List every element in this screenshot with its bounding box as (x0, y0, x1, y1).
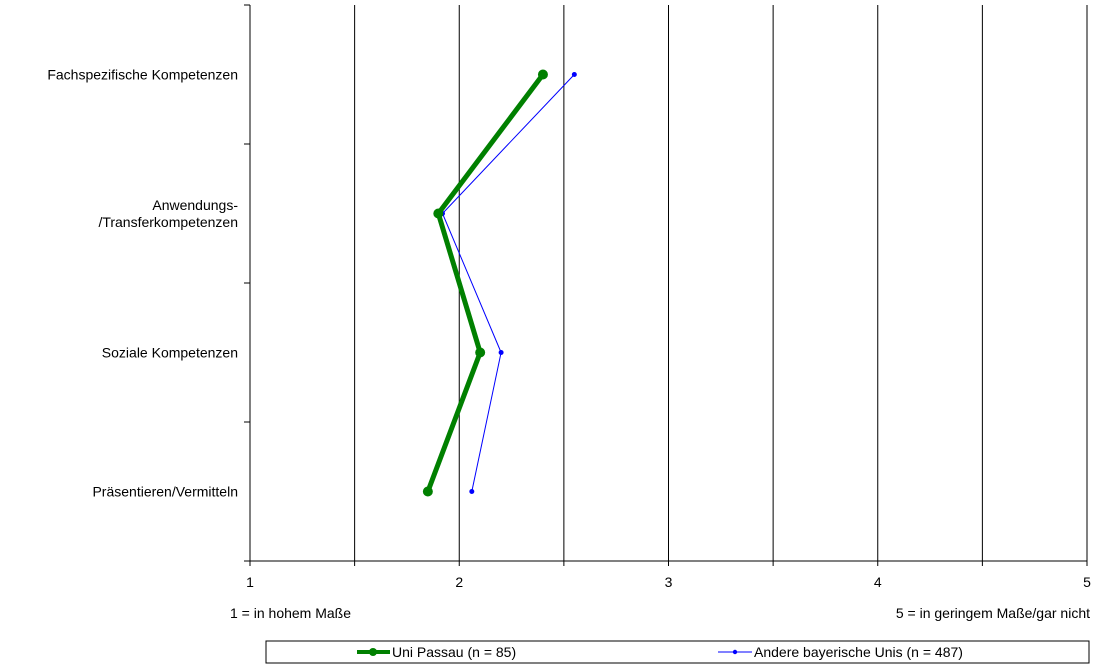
x-tick-labels: 1 2 3 4 5 (246, 574, 1091, 590)
category-label: Soziale Kompetenzen (102, 345, 238, 361)
data-point (422, 486, 433, 497)
category-labels: Fachspezifische Kompetenzen Anwendungs-/T… (47, 67, 238, 500)
x-tick-label: 2 (455, 574, 463, 590)
gridlines (354, 5, 1088, 561)
legend-marker-uni-passau (369, 648, 377, 656)
data-point (537, 69, 548, 80)
legend-label-uni-passau: Uni Passau (n = 85) (392, 644, 516, 660)
legend: Uni Passau (n = 85) Andere bayerische Un… (265, 640, 1090, 664)
scale-note-left: 1 = in hohem Maße (230, 605, 351, 621)
legend-label-andere-unis: Andere bayerische Unis (n = 487) (754, 644, 963, 660)
legend-box (265, 640, 1090, 664)
legend-marker-andere-unis (732, 649, 738, 655)
series-lines (422, 69, 577, 497)
category-label: Anwendungs-/Transferkompetenzen (98, 197, 238, 230)
series-line (442, 74, 575, 492)
x-tick-label: 5 (1083, 574, 1091, 590)
data-point (498, 350, 504, 355)
x-tick-label: 4 (874, 574, 882, 590)
x-tick-label: 3 (665, 574, 673, 590)
scale-note-right: 5 = in geringem Maße/gar nicht (896, 605, 1090, 621)
category-label: Präsentieren/Vermitteln (92, 484, 238, 500)
data-point (469, 489, 475, 494)
data-point (433, 208, 444, 219)
data-point (571, 72, 577, 77)
data-point (475, 347, 486, 358)
x-tick-label: 1 (246, 574, 254, 590)
category-label: Fachspezifische Kompetenzen (47, 67, 238, 83)
series-line (425, 72, 545, 493)
axes (244, 4, 1088, 566)
